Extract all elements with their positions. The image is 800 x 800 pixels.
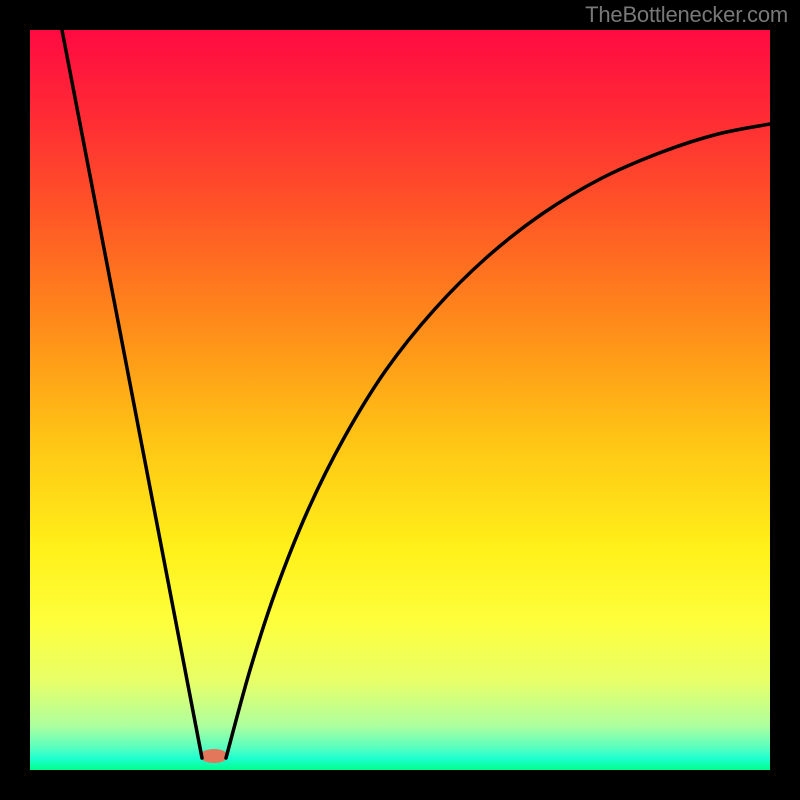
bottleneck-chart [30, 30, 770, 770]
plot-frame [30, 30, 770, 770]
watermark-text: TheBottlenecker.com [585, 2, 788, 28]
minimum-marker [200, 749, 228, 763]
gradient-background [30, 30, 770, 770]
chart-container: TheBottlenecker.com [0, 0, 800, 800]
